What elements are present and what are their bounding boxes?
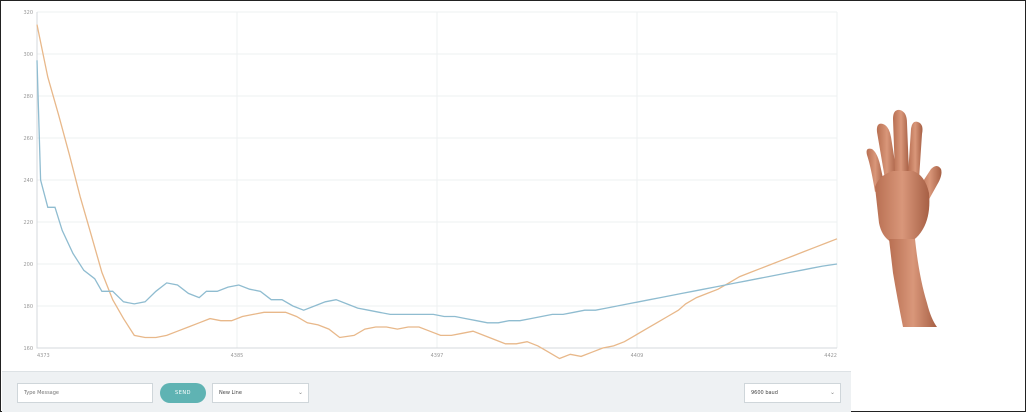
x-tick-label: 4422 <box>824 353 837 359</box>
y-tick-label: 160 <box>23 346 33 352</box>
y-tick-label: 280 <box>23 94 33 100</box>
y-tick-label: 180 <box>23 304 33 310</box>
axis-frame <box>36 12 837 349</box>
y-tick-label: 220 <box>23 220 33 226</box>
hand-image <box>866 109 942 327</box>
chevron-down-icon: ⌄ <box>297 389 303 396</box>
send-button[interactable]: SEND <box>160 383 206 403</box>
serial-plot-chart: 160 180 200 220 240 260 280 300 320 4373 4385 4397 4… <box>23 10 838 360</box>
control-bar: SEND New Line ⌄ 9600 baud ⌄ <box>2 371 851 412</box>
line-ending-select[interactable]: New Line ⌄ <box>212 383 309 403</box>
axis-ticks: 160 180 200 220 240 260 280 300 320 4373 4385 4397 4… <box>23 10 837 359</box>
y-tick-label: 240 <box>23 178 33 184</box>
series-line-2 <box>36 60 838 324</box>
message-input[interactable] <box>17 383 153 403</box>
y-tick-label: 300 <box>23 52 33 58</box>
y-tick-label: 200 <box>23 262 33 268</box>
y-tick-label: 320 <box>23 10 33 16</box>
x-tick-label: 4409 <box>631 353 644 359</box>
baud-rate-value: 9600 baud <box>751 390 778 396</box>
x-tick-label: 4373 <box>37 353 50 359</box>
baud-rate-select[interactable]: 9600 baud ⌄ <box>744 383 841 403</box>
x-tick-label: 4397 <box>431 353 444 359</box>
grid <box>36 11 838 349</box>
y-tick-label: 260 <box>23 136 33 142</box>
series <box>36 24 838 360</box>
series-line-1 <box>36 24 838 360</box>
x-tick-label: 4385 <box>231 353 244 359</box>
line-ending-value: New Line <box>219 390 242 396</box>
chevron-down-icon: ⌄ <box>829 389 835 396</box>
